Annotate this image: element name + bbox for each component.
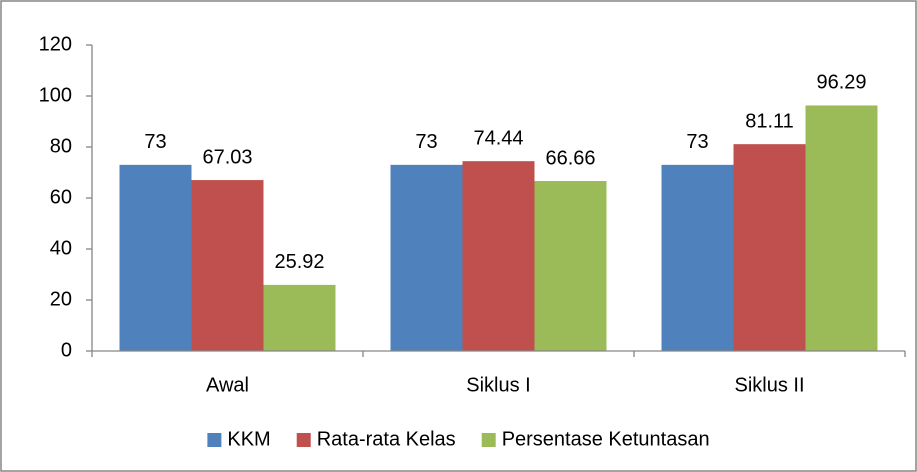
data-label: 96.29 bbox=[816, 72, 866, 94]
x-tick-label: Awal bbox=[206, 374, 249, 396]
bar bbox=[534, 181, 607, 351]
x-tick-label: Siklus II bbox=[734, 374, 804, 396]
legend-label: KKM bbox=[227, 428, 270, 450]
data-label: 66.66 bbox=[545, 147, 595, 169]
bar bbox=[263, 284, 336, 351]
bar bbox=[733, 144, 806, 351]
y-tick-label: 100 bbox=[39, 84, 72, 106]
data-label: 73 bbox=[415, 131, 437, 153]
x-tick-label: Siklus I bbox=[466, 374, 530, 396]
data-label: 81.11 bbox=[745, 110, 794, 132]
data-label: 73 bbox=[686, 131, 708, 153]
legend-label: Persentase Ketuntasan bbox=[502, 428, 710, 450]
y-tick-label: 80 bbox=[50, 135, 72, 157]
y-tick-label: 20 bbox=[50, 288, 72, 310]
bar bbox=[661, 164, 734, 351]
y-tick-label: 120 bbox=[39, 33, 72, 55]
y-tick-label: 0 bbox=[61, 339, 72, 361]
bar bbox=[390, 164, 463, 351]
data-label: 73 bbox=[144, 131, 166, 153]
y-tick-label: 40 bbox=[50, 237, 72, 259]
legend-label: Rata-rata Kelas bbox=[317, 428, 456, 450]
data-label: 74.44 bbox=[473, 127, 523, 149]
bar bbox=[191, 180, 264, 351]
data-label: 25.92 bbox=[274, 251, 324, 273]
data-label: 67.03 bbox=[202, 146, 252, 168]
legend-swatch bbox=[296, 433, 311, 447]
bar bbox=[805, 105, 878, 351]
bar bbox=[119, 164, 192, 351]
y-tick-label: 60 bbox=[50, 186, 72, 208]
bar bbox=[462, 161, 535, 351]
legend-swatch bbox=[481, 433, 496, 447]
legend-swatch bbox=[207, 433, 222, 447]
